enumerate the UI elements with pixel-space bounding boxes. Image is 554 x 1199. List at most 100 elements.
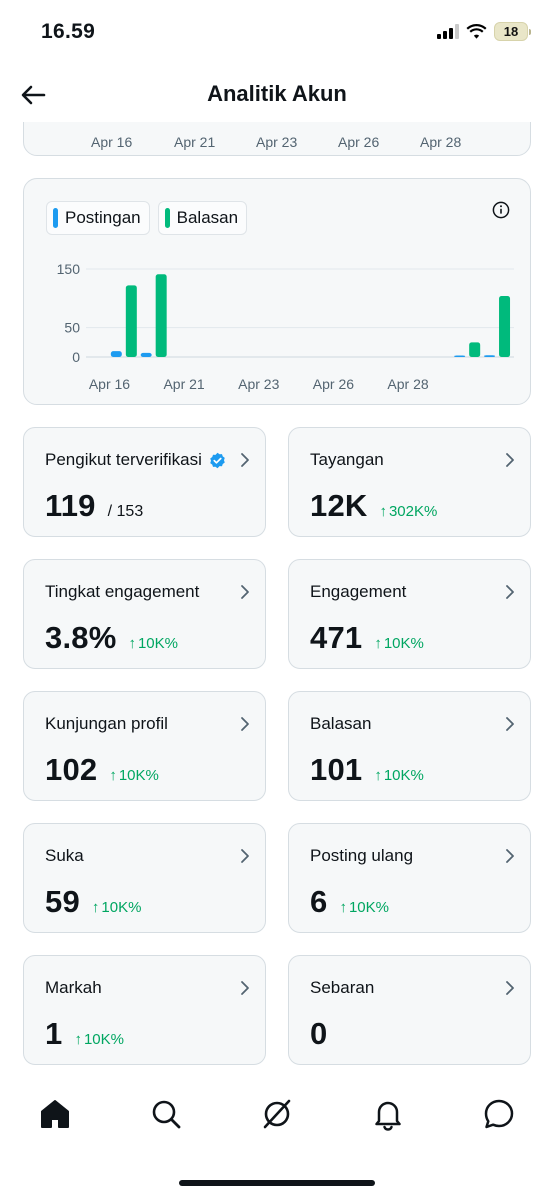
stat-value: 102 [45, 752, 98, 787]
search-icon[interactable] [148, 1096, 184, 1132]
legend-label-balasan: Balasan [176, 208, 239, 227]
stat-label: Sebaran [310, 978, 374, 998]
posts-replies-chart-card: Postingan Balasan 150 50 0 Apr 16 Apr 21 Apr … [23, 178, 531, 405]
verified-badge-icon [210, 452, 225, 468]
bar-postingan[interactable] [484, 355, 496, 357]
stat-value-row: 119 / 153 [45, 488, 143, 524]
y-tick-label: 150 [57, 261, 81, 277]
stat-change-value: 10K% [137, 635, 178, 652]
chevron-right-icon [241, 717, 249, 731]
x-tick-label: Apr 28 [387, 376, 428, 392]
analytics-scroll-area[interactable]: Apr 16 Apr 21 Apr 23 Apr 26 Apr 28 Posti… [0, 122, 554, 1082]
status-time: 16.59 [41, 20, 96, 43]
stat-change: ↑ 10K% [92, 899, 142, 916]
cellular-signal-icon [437, 24, 459, 39]
status-bar: 16.59 18 [0, 0, 554, 66]
stat-card-balasan[interactable]: Balasan 101 ↑ 10K% [288, 691, 531, 801]
stat-label: Suka [45, 846, 84, 866]
x-tick-label: Apr 16 [89, 376, 130, 392]
chevron-right-icon [241, 585, 249, 599]
header: Analitik Akun [0, 66, 554, 122]
stat-value: 119 [45, 488, 96, 523]
bar-balasan[interactable] [499, 295, 511, 357]
legend-swatch-balasan [164, 208, 170, 228]
stat-change-value: 10K% [383, 767, 424, 784]
x-tick-label: Apr 21 [174, 134, 216, 150]
bar-balasan[interactable] [125, 285, 137, 357]
stat-change: ↑ 10K% [109, 767, 159, 784]
stat-label-text: Balasan [310, 714, 372, 733]
stat-change-value: 10K% [383, 635, 424, 652]
previous-chart-x-axis: Apr 16 Apr 21 Apr 23 Apr 26 Apr 28 [24, 134, 530, 154]
stat-value-row: 12K ↑ 302K% [310, 488, 437, 524]
stat-value: 6 [310, 884, 328, 919]
stat-label: Tingkat engagement [45, 582, 199, 602]
arrow-up-icon: ↑ [74, 1031, 82, 1048]
stat-card-posting-ulang[interactable]: Posting ulang 6 ↑ 10K% [288, 823, 531, 933]
stat-value: 3.8% [45, 620, 117, 655]
page-title: Analitik Akun [207, 81, 347, 106]
stat-value-row: 3.8% ↑ 10K% [45, 620, 178, 656]
bar-postingan[interactable] [110, 351, 122, 357]
arrow-up-icon: ↑ [374, 767, 382, 784]
stat-value-row: 471 ↑ 10K% [310, 620, 424, 656]
stat-label: Pengikut terverifikasi [45, 450, 226, 470]
chart-legend: Postingan Balasan [46, 201, 248, 235]
arrow-up-icon: ↑ [91, 899, 100, 916]
stat-label-text: Suka [45, 846, 84, 865]
stat-card-tingkat-engagement[interactable]: Tingkat engagement 3.8% ↑ 10K% [23, 559, 266, 669]
stat-label: Kunjungan profil [45, 714, 168, 734]
legend-item-postingan[interactable]: Postingan [46, 201, 150, 235]
legend-swatch-postingan [53, 208, 58, 228]
grok-icon[interactable] [259, 1096, 295, 1132]
bar-balasan[interactable] [469, 342, 481, 357]
stat-value: 1 [45, 1016, 63, 1051]
stat-value: 101 [310, 752, 363, 787]
stat-label: Engagement [310, 582, 406, 602]
arrow-up-icon: ↑ [128, 635, 136, 652]
stat-value-row: 0 [310, 1016, 327, 1052]
stat-card-engagement[interactable]: Engagement 471 ↑ 10K% [288, 559, 531, 669]
bar-balasan[interactable] [155, 274, 167, 357]
bar-postingan[interactable] [140, 352, 152, 357]
x-tick-label: Apr 26 [313, 376, 354, 392]
stat-label: Tayangan [310, 450, 384, 470]
x-tick-label: Apr 21 [163, 376, 204, 392]
stat-total: / 153 [107, 503, 144, 520]
stat-value-row: 102 ↑ 10K% [45, 752, 159, 788]
stat-card-kunjungan-profil[interactable]: Kunjungan profil 102 ↑ 10K% [23, 691, 266, 801]
stat-label-text: Markah [45, 978, 102, 997]
chevron-right-icon [506, 849, 514, 863]
stat-card-sebaran[interactable]: Sebaran 0 [288, 955, 531, 1065]
legend-item-balasan[interactable]: Balasan [157, 201, 248, 235]
stat-card-pengikut-terverifikasi[interactable]: Pengikut terverifikasi 119 / 153 [23, 427, 266, 537]
stat-value-row: 101 ↑ 10K% [310, 752, 424, 788]
x-tick-label: Apr 16 [91, 134, 133, 150]
bar-chart: 150 50 0 Apr 16 Apr 21 Apr 23 Apr 26 Apr 28 [57, 261, 514, 392]
stat-value: 12K [310, 488, 368, 523]
stat-value: 471 [310, 620, 363, 655]
info-icon[interactable] [492, 201, 510, 219]
stat-change: ↑ 10K% [374, 635, 424, 652]
stat-card-suka[interactable]: Suka 59 ↑ 10K% [23, 823, 266, 933]
stat-change-value: 302K% [388, 503, 438, 520]
chevron-right-icon [241, 849, 249, 863]
back-arrow-icon[interactable] [18, 80, 48, 110]
stat-value-row: 6 ↑ 10K% [310, 884, 389, 920]
stat-label-text: Pengikut terverifikasi [45, 450, 202, 469]
stat-change: ↑ 10K% [339, 899, 389, 916]
y-tick-label: 50 [64, 320, 80, 336]
home-icon[interactable] [37, 1096, 73, 1132]
stat-card-markah[interactable]: Markah 1 ↑ 10K% [23, 955, 266, 1065]
bar-postingan[interactable] [454, 355, 466, 358]
x-tick-label: Apr 28 [420, 134, 462, 150]
stat-change: ↑ 10K% [74, 1031, 124, 1048]
chevron-right-icon [506, 453, 514, 467]
stat-change-value: 10K% [101, 899, 142, 916]
stat-change-value: 10K% [83, 1031, 124, 1048]
x-tick-label: Apr 23 [256, 134, 298, 150]
messages-icon[interactable] [481, 1096, 517, 1132]
stat-card-tayangan[interactable]: Tayangan 12K ↑ 302K% [288, 427, 531, 537]
stat-label: Balasan [310, 714, 371, 734]
notifications-icon[interactable] [370, 1096, 406, 1132]
